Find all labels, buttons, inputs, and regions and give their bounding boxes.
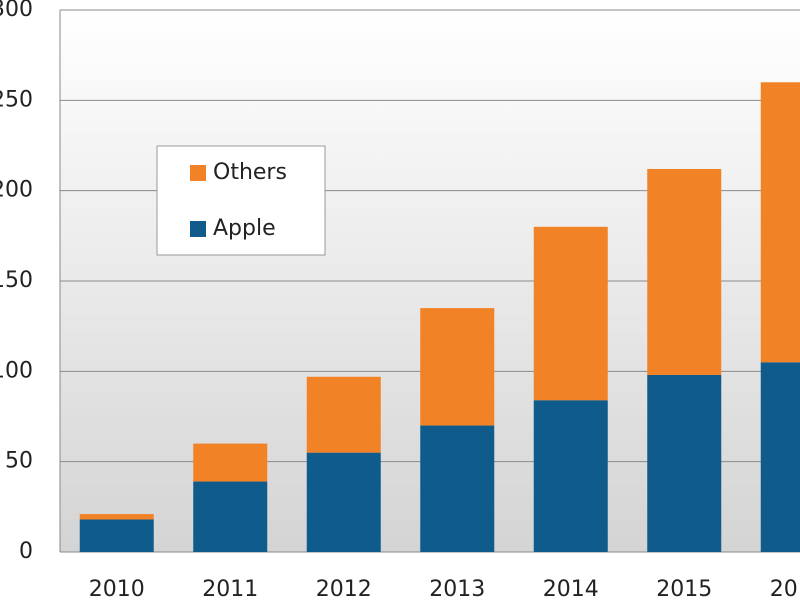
bar-segment <box>533 400 608 552</box>
y-tick-label: 50 <box>5 449 33 474</box>
x-tick-label: 2011 <box>202 577 258 600</box>
bar-segment <box>533 226 608 401</box>
x-tick-label: 2014 <box>543 577 599 600</box>
y-tick-label: 100 <box>0 358 33 383</box>
x-tick-label: 2012 <box>316 577 372 600</box>
legend <box>156 145 326 256</box>
bar-segment <box>760 82 800 363</box>
legend-label: Apple <box>213 216 276 241</box>
x-tick-label: 2013 <box>429 577 485 600</box>
bar-segment <box>306 452 381 552</box>
legend-label: Others <box>213 160 287 185</box>
bar-segment <box>647 374 722 552</box>
y-tick-label: 300 <box>0 0 33 22</box>
y-tick-label: 150 <box>0 268 33 293</box>
bar-segment <box>647 168 722 375</box>
bar-segment <box>420 308 495 426</box>
x-tick-label: 2016 <box>770 577 800 600</box>
x-tick-label: 2010 <box>89 577 145 600</box>
x-tick-label: 2015 <box>656 577 712 600</box>
y-tick-label: 0 <box>19 539 33 564</box>
bar-segment <box>306 376 381 453</box>
bar-segment <box>193 443 268 482</box>
bar-segment <box>193 481 268 552</box>
bar-segment <box>760 362 800 552</box>
y-tick-label: 250 <box>0 87 33 112</box>
y-tick-label: 200 <box>0 178 33 203</box>
legend-swatch <box>190 165 206 181</box>
legend-swatch <box>190 221 206 237</box>
bar-segment <box>79 514 154 520</box>
bar-segment <box>420 425 495 552</box>
bar-segment <box>79 519 154 552</box>
